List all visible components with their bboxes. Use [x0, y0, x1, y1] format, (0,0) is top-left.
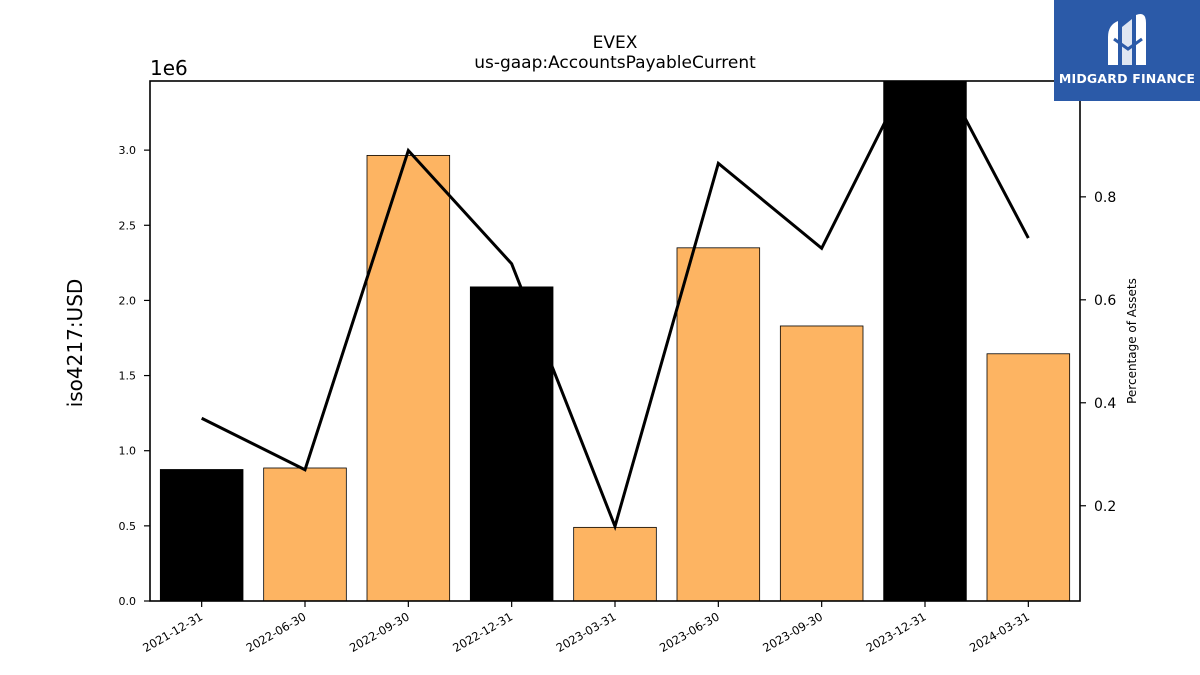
y-tick-label: 1.5: [119, 370, 137, 383]
x-tick-label: 2023-12-31: [864, 609, 929, 655]
plot-area: 0.00.51.01.52.02.53.00.20.40.60.81.02021…: [119, 80, 1116, 655]
logo-mark-icon: [1108, 14, 1146, 65]
y2-tick-label: 0.4: [1094, 396, 1116, 412]
bar-2023-09-30: [779, 325, 864, 601]
x-tick-label: 2022-06-30: [244, 609, 309, 655]
bar-2022-12-31: [469, 286, 554, 601]
x-tick-label: 2023-03-31: [554, 609, 619, 655]
bar-2024-03-31: [986, 353, 1071, 601]
y2-tick-label: 0.2: [1094, 499, 1116, 515]
y-tick-label: 2.0: [119, 294, 137, 307]
y-tick-label: 0.0: [119, 595, 137, 608]
x-tick-label: 2022-09-30: [347, 609, 412, 655]
x-tick-label: 2023-06-30: [657, 609, 722, 655]
chart-title: EVEX: [593, 33, 638, 53]
y2-tick-label: 0.8: [1094, 190, 1116, 206]
x-tick-label: 2023-09-30: [760, 609, 825, 655]
y-tick-label: 3.0: [119, 144, 137, 157]
percentage-of-assets-line: [200, 81, 1030, 532]
bar-2023-03-31: [573, 526, 657, 601]
bar-2021-12-31: [159, 469, 244, 601]
y-offset-label: 1e6: [150, 56, 188, 80]
y-axis-label: iso4217:USD: [63, 279, 87, 408]
bar-2023-12-31: [883, 81, 967, 601]
y2-axis-label: Percentage of Assets: [1125, 278, 1139, 404]
y-tick-label: 0.5: [119, 520, 137, 533]
chart-subtitle: us-gaap:AccountsPayableCurrent: [474, 53, 756, 73]
x-tick-label: 2022-12-31: [450, 609, 515, 655]
y-tick-label: 1.0: [119, 445, 137, 458]
bar-2022-06-30: [263, 467, 347, 601]
logo-text: MIDGARD FINANCE: [1058, 71, 1196, 86]
bar-2022-09-30: [366, 154, 451, 601]
plot-content: [159, 81, 1071, 601]
x-tick-label: 2021-12-31: [140, 609, 205, 655]
y2-tick-label: 0.6: [1094, 293, 1116, 309]
bar-2023-06-30: [676, 247, 761, 601]
x-tick-label: 2024-03-31: [967, 609, 1032, 655]
logo: MIDGARD FINANCE: [1054, 0, 1200, 101]
y-tick-label: 2.5: [119, 219, 137, 232]
